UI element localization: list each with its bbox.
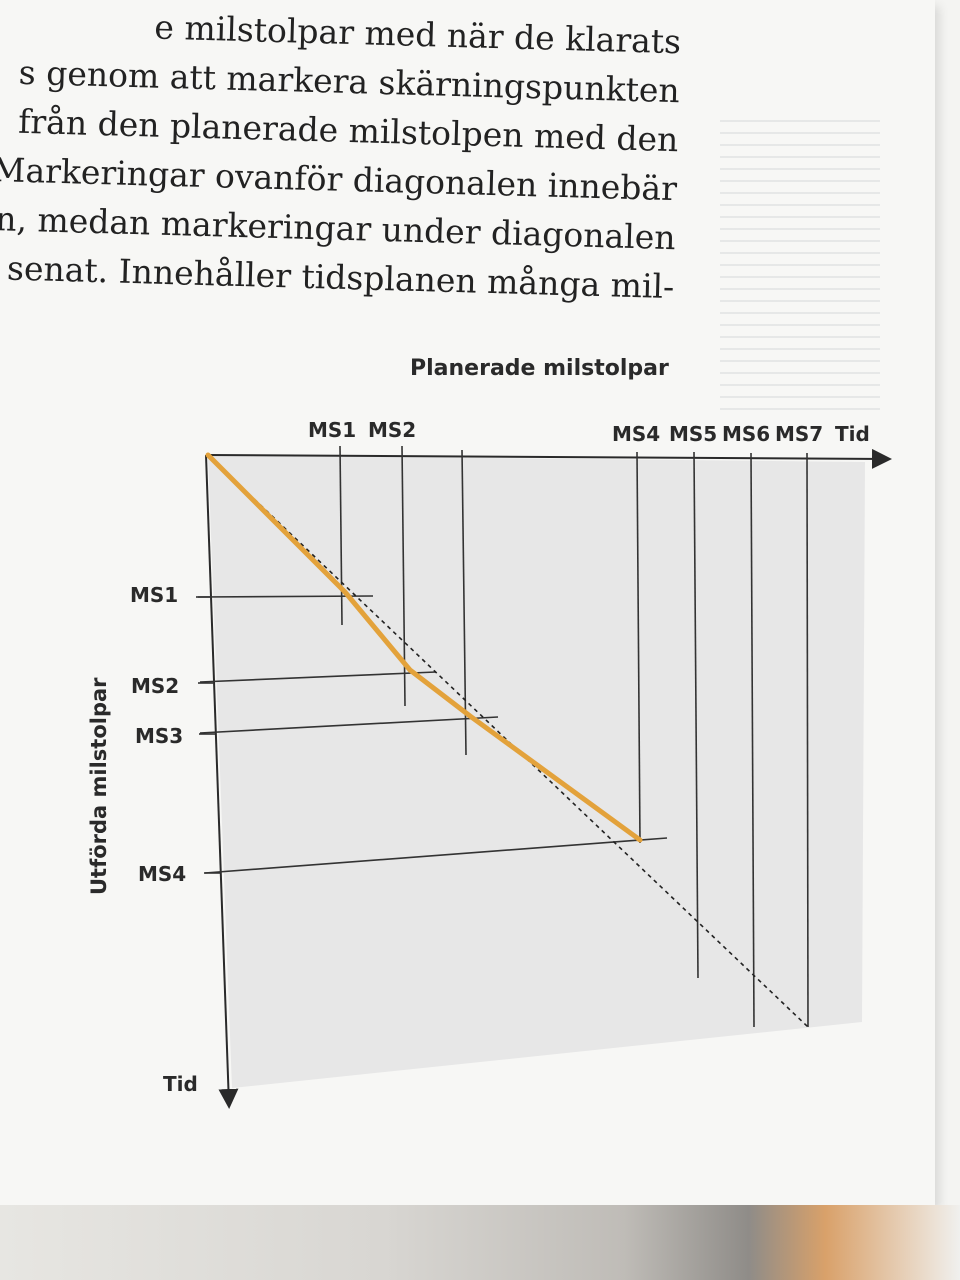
top-label-ms2: MS2 bbox=[368, 418, 416, 442]
top-label-ms7: MS7 bbox=[775, 422, 823, 446]
trend-line bbox=[205, 452, 643, 843]
planned-diagonal bbox=[207, 454, 809, 1028]
y-axis bbox=[205, 454, 239, 1109]
left-label-ms2: MS2 bbox=[131, 674, 179, 698]
vline-ms7 bbox=[806, 452, 809, 1028]
planned-milestone-lines bbox=[339, 445, 809, 1028]
vline-ms1 bbox=[339, 445, 343, 626]
vline-ms4 bbox=[636, 451, 641, 844]
top-label-ms4: MS4 bbox=[612, 422, 660, 446]
top-label-ms1: MS1 bbox=[308, 418, 356, 442]
top-label-ms6: MS6 bbox=[722, 422, 770, 446]
hline-ms3 bbox=[199, 716, 499, 734]
left-label-ms1: MS1 bbox=[130, 583, 178, 607]
vline-ms6 bbox=[750, 452, 755, 1028]
background-surface bbox=[0, 1205, 960, 1280]
vline-ms5 bbox=[693, 451, 699, 979]
hline-ms1 bbox=[197, 595, 374, 598]
show-through-text bbox=[720, 110, 880, 420]
diagram-title: Planerade milstolpar bbox=[410, 356, 669, 381]
y-axis-ticks bbox=[196, 596, 220, 874]
hline-ms2 bbox=[199, 671, 437, 683]
hline-ms4 bbox=[204, 837, 668, 874]
top-label-tid: Tid bbox=[835, 422, 870, 446]
left-label-ms3: MS3 bbox=[135, 724, 183, 748]
left-label-ms4: MS4 bbox=[138, 862, 186, 886]
completed-milestone-lines bbox=[197, 595, 668, 874]
bottom-label-tid: Tid bbox=[163, 1072, 198, 1096]
x-axis bbox=[205, 448, 892, 469]
diagram-shaded-area bbox=[208, 455, 865, 1088]
top-label-ms5: MS5 bbox=[669, 422, 717, 446]
vline-ms3 bbox=[461, 449, 467, 756]
y-axis-label: Utförda milstolpar bbox=[87, 677, 111, 895]
